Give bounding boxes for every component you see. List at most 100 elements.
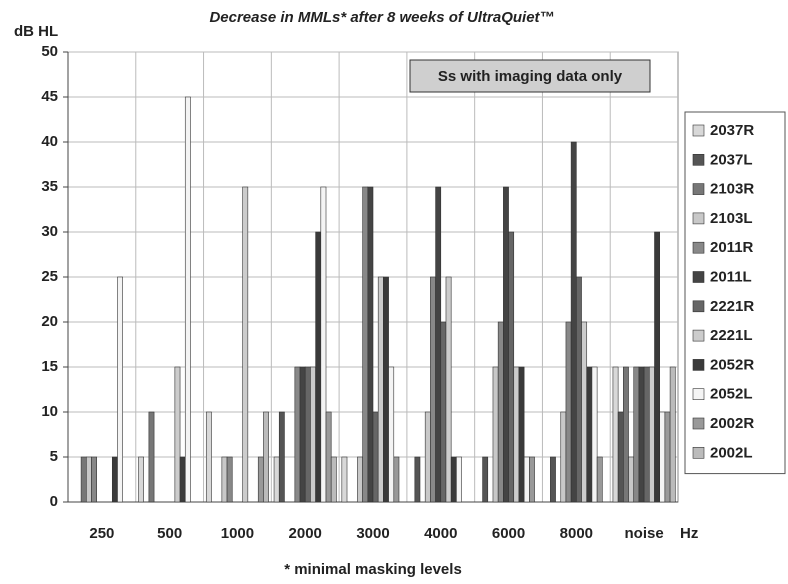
bar bbox=[393, 456, 400, 503]
annotation-box bbox=[409, 59, 651, 93]
bar bbox=[377, 276, 384, 503]
bar bbox=[503, 186, 509, 503]
bar bbox=[513, 366, 520, 503]
bar bbox=[482, 456, 489, 503]
bar bbox=[273, 456, 280, 503]
y-tick-label: 20 bbox=[41, 313, 58, 330]
bar bbox=[591, 366, 598, 503]
bar bbox=[497, 321, 504, 503]
bar bbox=[440, 321, 447, 503]
bar bbox=[242, 186, 249, 503]
bar bbox=[310, 366, 316, 503]
legend-swatch bbox=[692, 359, 705, 371]
bar bbox=[263, 411, 269, 503]
y-tick-label: 35 bbox=[41, 178, 58, 195]
bar bbox=[576, 276, 582, 503]
bar bbox=[257, 456, 264, 503]
x-tick-label: 500 bbox=[157, 525, 182, 542]
x-tick-label: 4000 bbox=[424, 525, 457, 542]
bar bbox=[649, 366, 655, 503]
bar bbox=[581, 321, 588, 503]
bar bbox=[341, 456, 348, 503]
bar bbox=[424, 411, 431, 503]
bar bbox=[628, 456, 635, 503]
bar bbox=[320, 186, 327, 503]
y-tick-label: 0 bbox=[50, 493, 58, 510]
y-tick-label: 45 bbox=[41, 88, 58, 105]
bar bbox=[362, 186, 369, 503]
bar bbox=[523, 456, 530, 503]
bar bbox=[294, 366, 301, 503]
bar bbox=[638, 366, 645, 503]
bar bbox=[450, 456, 457, 503]
legend-swatch bbox=[692, 241, 705, 254]
bar bbox=[205, 411, 212, 503]
bar bbox=[560, 411, 567, 503]
bar bbox=[315, 231, 322, 503]
bar bbox=[325, 411, 332, 503]
bar bbox=[414, 456, 421, 503]
bar bbox=[654, 231, 661, 503]
bar bbox=[617, 411, 624, 503]
y-axis-label: dB HL bbox=[14, 23, 58, 40]
bar bbox=[586, 366, 593, 503]
bar bbox=[388, 366, 395, 503]
bar bbox=[633, 366, 640, 503]
legend-label: 2221L bbox=[710, 327, 753, 344]
x-tick-label: 3000 bbox=[356, 525, 389, 542]
bar bbox=[623, 366, 629, 503]
bar bbox=[299, 366, 306, 503]
x-tick-label: 6000 bbox=[492, 525, 525, 542]
y-tick-label: 30 bbox=[41, 223, 58, 240]
bar bbox=[612, 366, 619, 503]
legend-label: 2103L bbox=[710, 210, 753, 227]
x-axis-unit: Hz bbox=[680, 525, 698, 542]
bar bbox=[492, 366, 499, 503]
legend-swatch bbox=[692, 446, 705, 459]
x-tick-label: 8000 bbox=[560, 525, 593, 542]
bar bbox=[529, 456, 535, 503]
bar bbox=[184, 96, 191, 503]
legend-swatch bbox=[692, 183, 705, 195]
legend-swatch bbox=[692, 271, 705, 283]
bar bbox=[117, 276, 123, 503]
bar bbox=[659, 411, 666, 503]
legend-swatch bbox=[692, 124, 705, 137]
bar bbox=[518, 366, 525, 503]
chart-title: Decrease in MMLs* after 8 weeks of Ultra… bbox=[209, 9, 554, 26]
legend-label: 2011L bbox=[710, 268, 752, 285]
y-tick-label: 15 bbox=[41, 358, 58, 375]
bar bbox=[174, 366, 181, 503]
legend-label: 2052L bbox=[710, 386, 753, 403]
legend-label: 2037R bbox=[710, 122, 754, 139]
x-tick-label: 2000 bbox=[289, 525, 322, 542]
legend-label: 2002L bbox=[710, 444, 753, 461]
x-tick-label: 250 bbox=[89, 525, 114, 542]
bar bbox=[596, 456, 603, 503]
legend-label: 2103R bbox=[710, 181, 754, 198]
y-tick-label: 25 bbox=[41, 268, 58, 285]
bar bbox=[304, 366, 311, 503]
bar bbox=[226, 456, 233, 503]
bar bbox=[550, 456, 556, 503]
bar bbox=[330, 456, 337, 503]
bar bbox=[91, 456, 97, 503]
bar bbox=[508, 231, 515, 503]
bar bbox=[86, 456, 92, 503]
bar bbox=[430, 276, 436, 503]
bar bbox=[138, 456, 144, 503]
bar bbox=[367, 186, 374, 503]
legend-swatch bbox=[692, 154, 705, 166]
bar bbox=[570, 141, 577, 503]
x-tick-label: 1000 bbox=[221, 525, 254, 542]
legend-label: 2002R bbox=[710, 415, 754, 432]
legend-label: 2052R bbox=[710, 356, 754, 373]
bar bbox=[445, 276, 452, 503]
legend-label: 2011R bbox=[710, 239, 754, 256]
bar bbox=[278, 411, 285, 503]
bar bbox=[148, 411, 155, 503]
bar bbox=[643, 366, 650, 503]
legend-label: 2221R bbox=[710, 298, 754, 315]
